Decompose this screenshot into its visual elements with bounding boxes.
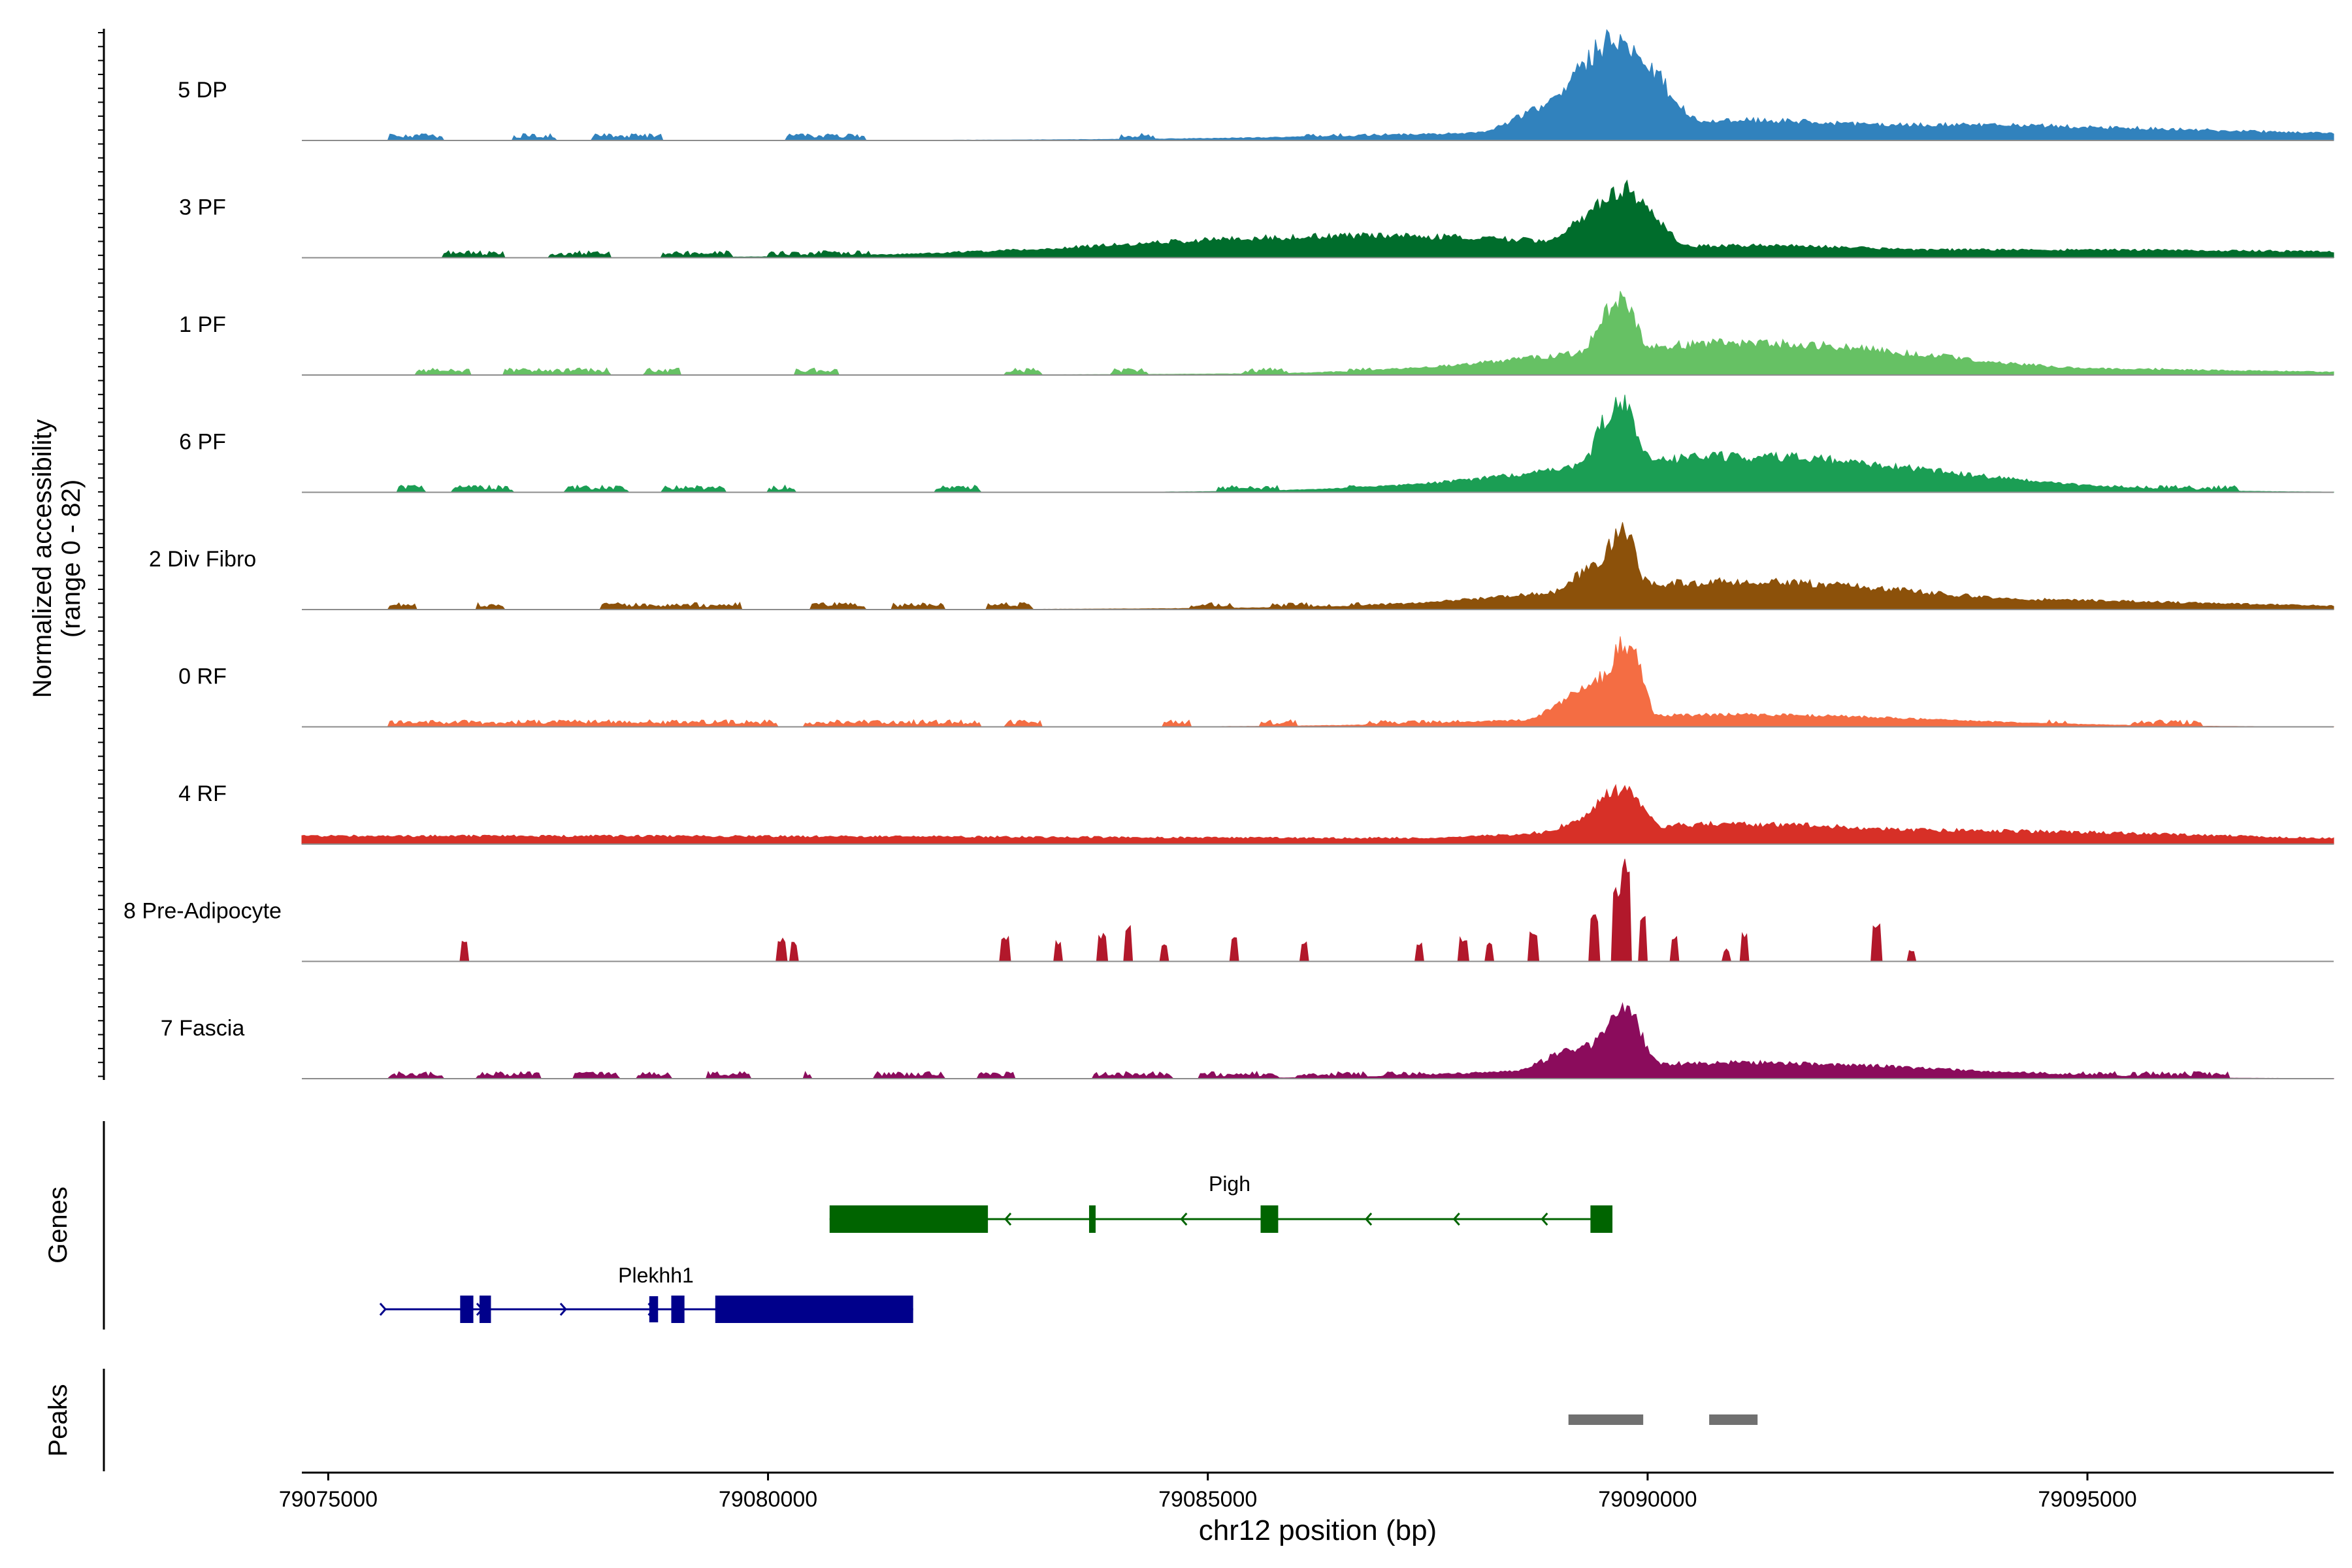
- track-0-rf: 0 RF: [178, 636, 2334, 728]
- coverage-area: [302, 179, 2334, 258]
- strand-arrow: [1541, 1213, 1548, 1226]
- gene-exon: [479, 1296, 491, 1323]
- coverage-area: [302, 636, 2334, 727]
- track-4-rf: 4 RF: [178, 781, 2334, 845]
- x-tick-label: 79080000: [719, 1487, 817, 1512]
- coverage-area: [302, 1002, 2334, 1079]
- x-axis-label: chr12 position (bp): [1199, 1514, 1437, 1546]
- gene-pigh: Pigh: [829, 1172, 1613, 1233]
- coverage-area: [302, 291, 2334, 376]
- track-8-pre-adipocyte: 8 Pre-Adipocyte: [123, 858, 2334, 962]
- coverage-area: [302, 858, 2334, 962]
- gene-exon: [1590, 1205, 1613, 1233]
- coverage-tracks: 5 DP 3 PF 1 PF 6 PF 2 Div Fibro 0 RF 4 RF 8 Pre…: [123, 29, 2334, 1079]
- track-1-pf: 1 PF: [179, 291, 2334, 376]
- track-label: 2 Div Fibro: [149, 547, 256, 572]
- track-label: 7 Fascia: [161, 1016, 245, 1041]
- coverage-area: [302, 522, 2334, 610]
- strand-arrow: [1365, 1213, 1373, 1226]
- gene-exon: [460, 1296, 474, 1323]
- x-axis-ticks: 79075000 79080000 79085000 79090000 79095000: [279, 1473, 2137, 1512]
- gene-exon: [1260, 1205, 1279, 1233]
- y-axis-label: Normalized accessibility: [28, 419, 57, 698]
- strand-arrow: [379, 1303, 387, 1316]
- coverage-area: [302, 29, 2334, 141]
- gene-exon: [649, 1296, 659, 1322]
- track-3-pf: 3 PF: [179, 179, 2334, 259]
- track-label: 0 RF: [178, 664, 227, 689]
- gene-annotations: Pigh Plekhh1: [379, 1172, 1613, 1323]
- peak-regions: [1568, 1414, 1758, 1425]
- y-axis-range-label: (range 0 - 82): [57, 480, 86, 638]
- track-label: 6 PF: [179, 430, 226, 455]
- gene-plekhh1: Plekhh1: [379, 1264, 913, 1323]
- track-label: 1 PF: [179, 312, 226, 337]
- gene-exon: [829, 1205, 988, 1233]
- coverage-area: [302, 395, 2334, 493]
- x-tick-label: 79085000: [1158, 1487, 1257, 1512]
- peak-region: [1568, 1414, 1644, 1425]
- genes-track-label: Genes: [44, 1186, 73, 1264]
- track-6-pf: 6 PF: [179, 395, 2334, 493]
- x-tick-label: 79075000: [279, 1487, 378, 1512]
- strand-arrow: [559, 1303, 567, 1316]
- gene-exon: [1088, 1205, 1096, 1233]
- track-label: 4 RF: [178, 781, 227, 806]
- track-7-fascia: 7 Fascia: [161, 1002, 2334, 1079]
- track-5-dp: 5 DP: [178, 29, 2334, 141]
- track-label: 8 Pre-Adipocyte: [123, 899, 282, 924]
- strand-arrow: [1180, 1213, 1188, 1226]
- strand-arrow: [1452, 1213, 1460, 1226]
- coverage-area: [301, 783, 2334, 845]
- track-2-div-fibro: 2 Div Fibro: [149, 522, 2334, 610]
- gene-exon: [671, 1296, 685, 1323]
- gene-label: Pigh: [1209, 1172, 1250, 1196]
- y-axis-ticks: [98, 32, 104, 1077]
- peak-region: [1709, 1414, 1758, 1425]
- x-tick-label: 79090000: [1598, 1487, 1697, 1512]
- gene-exon: [715, 1296, 913, 1323]
- strand-arrow: [1004, 1213, 1012, 1226]
- track-label: 3 PF: [179, 195, 226, 220]
- gene-label: Plekhh1: [618, 1264, 694, 1287]
- x-tick-label: 79095000: [2038, 1487, 2136, 1512]
- track-label: 5 DP: [178, 78, 227, 103]
- peaks-track-label: Peaks: [44, 1384, 73, 1456]
